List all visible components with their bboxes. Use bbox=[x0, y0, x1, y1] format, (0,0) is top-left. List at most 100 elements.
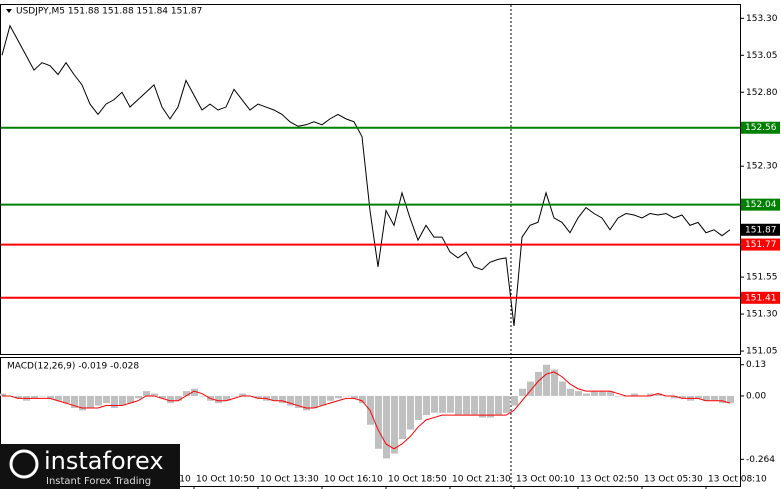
x-tick-label: 13 Oct 05:30 bbox=[644, 475, 703, 485]
macd-bar bbox=[647, 393, 654, 396]
macd-bar bbox=[415, 395, 422, 420]
macd-bar bbox=[55, 395, 62, 401]
level-label: 152.56 bbox=[745, 123, 777, 133]
y-tick-label: 153.05 bbox=[746, 51, 778, 61]
macd-bar bbox=[559, 381, 566, 396]
macd-bar bbox=[231, 395, 238, 397]
macd-bar bbox=[199, 395, 206, 397]
macd-bar bbox=[719, 395, 726, 404]
macd-bar bbox=[471, 395, 478, 416]
macd-bar bbox=[215, 395, 222, 404]
macd-bar bbox=[311, 395, 318, 408]
macd-bar bbox=[407, 395, 414, 430]
macd-bar bbox=[447, 395, 454, 413]
macd-bar bbox=[495, 395, 502, 416]
macd-bar bbox=[295, 395, 302, 408]
y-tick-label: 151.05 bbox=[746, 347, 778, 357]
macd-bar bbox=[487, 395, 494, 418]
macd-bar bbox=[671, 395, 678, 399]
price-label: 151.87 bbox=[745, 225, 777, 235]
macd-bar bbox=[303, 395, 310, 411]
level-label-box bbox=[741, 121, 780, 134]
macd-bar bbox=[727, 395, 734, 404]
macd-bar bbox=[271, 395, 278, 401]
macd-bar bbox=[319, 395, 326, 406]
macd-bar bbox=[47, 395, 54, 399]
macd-bar bbox=[287, 395, 294, 406]
macd-bar bbox=[391, 395, 398, 454]
macd-bar bbox=[583, 393, 590, 396]
x-tick-label: 10 Oct 18:50 bbox=[388, 475, 447, 485]
macd-bar bbox=[711, 395, 718, 401]
watermark: instaforex Instant Forex Trading bbox=[0, 444, 180, 489]
level-label-box bbox=[741, 198, 780, 211]
macd-bar bbox=[239, 393, 246, 396]
macd-bar bbox=[135, 395, 142, 399]
macd-bar bbox=[431, 395, 438, 413]
macd-bar bbox=[383, 395, 390, 459]
price-line bbox=[1, 24, 731, 326]
macd-bar bbox=[423, 395, 430, 416]
macd-bar bbox=[279, 395, 286, 404]
macd-bar bbox=[183, 391, 190, 396]
y-tick-label: 0.00 bbox=[746, 391, 766, 401]
logo-tagline: Instant Forex Trading bbox=[46, 476, 151, 487]
macd-bar bbox=[151, 393, 158, 396]
macd-bar bbox=[615, 395, 622, 397]
macd-bar bbox=[143, 391, 150, 396]
macd-bar bbox=[103, 395, 110, 404]
x-tick-label: 13 Oct 00:10 bbox=[516, 475, 575, 485]
macd-bar bbox=[695, 395, 702, 399]
level-label-box bbox=[741, 238, 780, 251]
macd-bar bbox=[175, 395, 182, 401]
macd-bar bbox=[375, 395, 382, 449]
price-panel bbox=[0, 4, 741, 355]
macd-bar bbox=[463, 395, 470, 416]
macd-bar bbox=[535, 371, 542, 396]
price-title: USDJPY,M5 151.88 151.88 151.84 151.87 bbox=[16, 7, 202, 17]
macd-bar bbox=[39, 395, 46, 397]
y-tick-label: -0.264 bbox=[746, 455, 775, 465]
macd-bar bbox=[679, 395, 686, 399]
macd-bar bbox=[543, 364, 550, 396]
macd-bar bbox=[15, 395, 22, 399]
logo-icon bbox=[9, 449, 39, 479]
macd-bar bbox=[519, 388, 526, 396]
menu-arrow bbox=[6, 9, 12, 13]
macd-bar bbox=[527, 381, 534, 396]
x-tick-label: 13 Oct 02:50 bbox=[580, 475, 639, 485]
level-label-box bbox=[741, 291, 780, 304]
y-tick-label: 151.55 bbox=[746, 273, 778, 283]
macd-bar bbox=[327, 395, 334, 401]
macd-bar bbox=[591, 391, 598, 396]
level-label: 151.41 bbox=[745, 293, 777, 303]
macd-bar bbox=[0, 393, 6, 396]
level-label: 151.77 bbox=[745, 240, 777, 250]
macd-bar bbox=[191, 388, 198, 396]
macd-bar bbox=[223, 395, 230, 401]
macd-bar bbox=[95, 395, 102, 406]
x-tick-label: 13 Oct 08:10 bbox=[708, 475, 767, 485]
macd-title: MACD(12,26,9) -0.019 -0.028 bbox=[7, 362, 139, 372]
macd-bar bbox=[439, 395, 446, 413]
macd-bar bbox=[359, 395, 366, 404]
macd-bar bbox=[631, 393, 638, 396]
macd-bar bbox=[31, 395, 38, 399]
macd-bar bbox=[127, 395, 134, 404]
macd-bar bbox=[111, 395, 118, 408]
x-tick-label: 10 Oct 16:10 bbox=[324, 475, 383, 485]
macd-bar bbox=[343, 395, 350, 397]
x-tick-label: 10 Oct 13:30 bbox=[260, 475, 319, 485]
macd-bar bbox=[87, 395, 94, 408]
y-tick-label: 153.30 bbox=[746, 14, 778, 24]
macd-bar bbox=[351, 395, 358, 399]
macd-bar bbox=[167, 395, 174, 404]
macd-bar bbox=[479, 395, 486, 418]
macd-bar bbox=[63, 395, 70, 404]
x-tick-label: 10 Oct 21:30 bbox=[452, 475, 511, 485]
x-tick-label: 10 Oct 10:50 bbox=[196, 475, 255, 485]
macd-bar bbox=[79, 395, 86, 411]
plot-layer: 153.30 153.05 152.80 152.30 151.55 151.30 151.… bbox=[0, 14, 780, 489]
macd-bar bbox=[551, 369, 558, 396]
